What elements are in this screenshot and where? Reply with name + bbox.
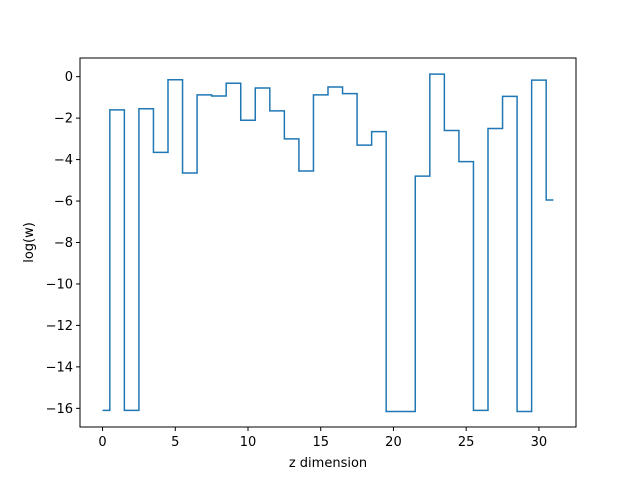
x-tick-label: 5 — [171, 435, 179, 450]
y-tick-label: −8 — [54, 236, 73, 251]
x-tick-label: 15 — [312, 435, 329, 450]
x-axis-label: z dimension — [289, 456, 367, 471]
y-axis-label: log(w) — [22, 222, 37, 263]
x-tick-label: 25 — [458, 435, 475, 450]
x-axis: 0 5 10 15 20 25 30 — [98, 427, 547, 450]
x-tick-label: 20 — [385, 435, 402, 450]
y-axis: 0 −2 −4 −6 −8 −10 −12 −14 −16 — [46, 70, 80, 417]
y-tick-label: −14 — [46, 360, 73, 375]
y-tick-label: −2 — [54, 112, 73, 127]
y-tick-label: 0 — [65, 70, 73, 85]
x-tick-label: 0 — [98, 435, 106, 450]
series-line — [102, 73, 554, 413]
plot-area — [102, 73, 554, 413]
y-tick-label: −12 — [46, 319, 73, 334]
x-tick-label: 10 — [240, 435, 257, 450]
y-tick-label: −6 — [54, 195, 73, 210]
y-tick-label: −4 — [54, 153, 73, 168]
y-tick-label: −10 — [46, 277, 73, 292]
y-tick-label: −16 — [46, 402, 73, 417]
x-tick-label: 30 — [531, 435, 548, 450]
